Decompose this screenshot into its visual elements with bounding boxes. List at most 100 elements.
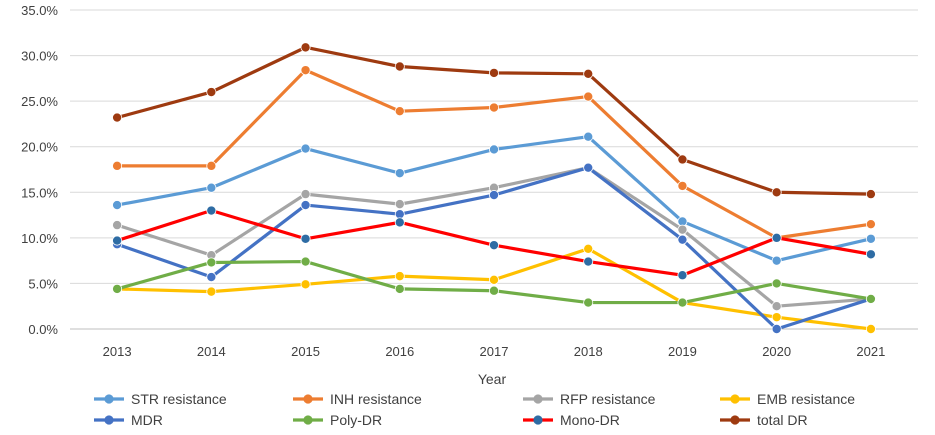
legend-label: Mono-DR [560, 412, 620, 428]
legend-swatch-marker [303, 415, 313, 425]
data-point [300, 42, 311, 53]
legend: STR resistance INH resistance RFP resistan… [94, 391, 855, 428]
data-point [300, 65, 311, 76]
data-point [394, 283, 405, 294]
data-point [394, 168, 405, 179]
y-tick-label: 5.0% [28, 276, 58, 291]
data-point [488, 274, 499, 285]
data-point [488, 240, 499, 251]
data-point [583, 297, 594, 308]
data-point [677, 224, 688, 235]
y-tick-label: 25.0% [21, 94, 58, 109]
y-tick-label: 35.0% [21, 3, 58, 18]
data-point [394, 217, 405, 228]
data-point [206, 182, 217, 193]
series-mdr [112, 162, 876, 334]
x-tick-label: 2018 [574, 344, 603, 359]
data-point [677, 154, 688, 165]
data-point [394, 199, 405, 210]
data-point [865, 249, 876, 260]
data-point [112, 160, 123, 171]
data-point [206, 272, 217, 283]
data-point [300, 256, 311, 267]
data-point [771, 278, 782, 289]
series-lines [112, 42, 876, 334]
legend-item: MDR [94, 412, 163, 428]
data-point [300, 143, 311, 154]
data-point [677, 180, 688, 191]
data-point [865, 233, 876, 244]
data-point [771, 232, 782, 243]
series-poly-dr [112, 256, 876, 308]
data-point [112, 200, 123, 211]
data-point [677, 270, 688, 281]
series-rfp-resistance [112, 162, 876, 312]
data-point [112, 283, 123, 294]
data-point [865, 323, 876, 334]
data-point [300, 233, 311, 244]
legend-swatch-marker [730, 415, 740, 425]
data-point [206, 160, 217, 171]
legend-item: Poly-DR [293, 412, 382, 428]
data-point [771, 301, 782, 312]
legend-item: RFP resistance [523, 391, 656, 407]
legend-swatch-marker [533, 394, 543, 404]
data-point [583, 68, 594, 79]
x-tick-label: 2020 [762, 344, 791, 359]
data-point [112, 235, 123, 246]
data-point [206, 257, 217, 268]
data-point [300, 189, 311, 200]
series-str-resistance [112, 131, 876, 266]
data-point [771, 323, 782, 334]
data-point [488, 67, 499, 78]
x-tick-label: 2019 [668, 344, 697, 359]
data-point [677, 234, 688, 245]
data-point [583, 131, 594, 142]
data-point [394, 271, 405, 282]
x-tick-label: 2021 [856, 344, 885, 359]
x-tick-label: 2014 [197, 344, 226, 359]
data-point [583, 243, 594, 254]
data-point [206, 205, 217, 216]
legend-label: STR resistance [131, 391, 227, 407]
legend-label: RFP resistance [560, 391, 656, 407]
y-axis: 0.0% 5.0% 10.0% 15.0% 20.0% 25.0% 30.0% 35.0% [21, 3, 58, 337]
data-point [583, 162, 594, 173]
data-point [865, 293, 876, 304]
legend-item: EMB resistance [720, 391, 855, 407]
data-point [488, 285, 499, 296]
data-point [865, 219, 876, 230]
legend-item: Mono-DR [523, 412, 620, 428]
data-point [394, 61, 405, 72]
legend-swatch-marker [104, 415, 114, 425]
legend-label: total DR [757, 412, 808, 428]
x-axis: 2013 2014 2015 2016 2017 2018 2019 2020 2021 [103, 344, 886, 359]
data-point [488, 144, 499, 155]
legend-item: INH resistance [293, 391, 422, 407]
data-point [300, 279, 311, 290]
data-point [300, 200, 311, 211]
x-tick-label: 2016 [385, 344, 414, 359]
x-tick-label: 2017 [480, 344, 509, 359]
data-point [583, 256, 594, 267]
legend-label: INH resistance [330, 391, 422, 407]
series-mono-dr [112, 205, 876, 281]
data-point [394, 106, 405, 117]
x-axis-title: Year [478, 371, 507, 387]
data-point [488, 190, 499, 201]
legend-label: MDR [131, 412, 163, 428]
legend-swatch-marker [533, 415, 543, 425]
data-point [771, 255, 782, 266]
y-tick-label: 20.0% [21, 140, 58, 155]
data-point [206, 87, 217, 98]
data-point [112, 112, 123, 123]
y-tick-label: 30.0% [21, 49, 58, 64]
data-point [677, 297, 688, 308]
data-point [771, 312, 782, 323]
legend-swatch-marker [730, 394, 740, 404]
legend-label: Poly-DR [330, 412, 382, 428]
x-tick-label: 2013 [103, 344, 132, 359]
y-tick-label: 15.0% [21, 185, 58, 200]
